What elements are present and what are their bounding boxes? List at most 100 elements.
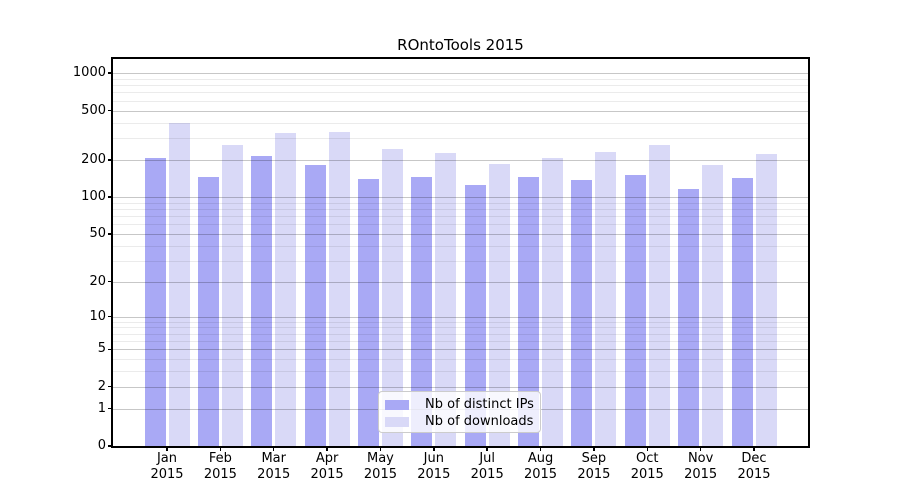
x-tick-label: May 2015 <box>363 451 397 482</box>
grid-minor-line <box>113 85 808 87</box>
x-tick-label: Dec 2015 <box>737 451 771 482</box>
x-tick-label: Jan 2015 <box>150 451 184 482</box>
x-tick-label: Oct 2015 <box>630 451 664 482</box>
chart-title: ROntoTools 2015 <box>397 36 524 54</box>
y-tick <box>108 233 113 235</box>
bar-downloads-feb-2015 <box>221 144 243 446</box>
grid-minor-line <box>113 122 808 124</box>
y-tick <box>108 72 113 74</box>
bar-ips-aug-2015 <box>518 177 540 446</box>
legend-label-ips: Nb of distinct IPs <box>425 397 534 412</box>
bar-ips-jan-2015 <box>144 157 166 446</box>
y-tick <box>108 196 113 198</box>
bar-ips-dec-2015 <box>731 177 753 446</box>
x-tick-label: Feb 2015 <box>203 451 237 482</box>
bar-ips-jul-2015 <box>464 185 486 446</box>
bar-downloads-nov-2015 <box>702 165 724 446</box>
bar-downloads-may-2015 <box>381 148 403 446</box>
x-tick <box>753 446 755 451</box>
grid-minor-line <box>113 78 808 80</box>
x-tick <box>326 446 328 451</box>
y-tick <box>108 159 113 161</box>
grid-minor-line <box>113 224 808 226</box>
y-tick <box>108 385 113 388</box>
grid-minor-line <box>113 245 808 247</box>
x-tick <box>699 446 702 451</box>
legend-swatch-ips <box>385 399 409 410</box>
y-tick <box>108 407 113 410</box>
bar-downloads-sep-2015 <box>595 152 617 446</box>
grid-minor-line <box>113 137 808 139</box>
y-tick-label: 1000 <box>72 65 106 81</box>
y-tick-label: 0 <box>97 438 106 453</box>
grid-major-line <box>113 386 808 388</box>
y-tick <box>108 445 113 447</box>
grid-minor-line <box>113 359 808 361</box>
y-tick-label: 10 <box>89 308 106 324</box>
x-tick-label: Nov 2015 <box>684 451 718 482</box>
y-tick-label: 50 <box>89 225 106 241</box>
x-tick-label: Jun 2015 <box>417 451 451 482</box>
grid-minor-line <box>113 92 808 94</box>
grid-major-line <box>113 73 808 75</box>
y-tick <box>108 280 113 283</box>
y-tick-label: 1 <box>97 400 106 416</box>
legend-row-ips: Nb of distinct IPs <box>385 396 540 413</box>
legend-row-downloads: Nb of downloads <box>385 413 540 430</box>
x-tick <box>646 446 649 451</box>
bar-downloads-dec-2015 <box>755 154 777 446</box>
x-tick <box>539 446 542 451</box>
grid-minor-line <box>113 340 808 342</box>
y-tick-label: 20 <box>89 273 106 289</box>
y-tick-label: 200 <box>81 151 106 167</box>
y-tick-label: 2 <box>97 378 106 394</box>
x-tick-label: Apr 2015 <box>310 451 344 482</box>
grid-major-line <box>113 159 808 161</box>
grid-minor-line <box>113 208 808 210</box>
bar-downloads-jan-2015 <box>168 122 190 446</box>
x-tick-label: Mar 2015 <box>257 451 291 482</box>
grid-major-line <box>113 316 808 318</box>
bar-ips-nov-2015 <box>678 189 700 446</box>
legend-label-downloads: Nb of downloads <box>425 414 534 429</box>
x-tick <box>486 446 488 451</box>
grid-major-line <box>113 196 808 198</box>
x-tick <box>219 446 222 451</box>
grid-major-line <box>113 281 808 283</box>
bar-downloads-jul-2015 <box>488 163 510 446</box>
x-tick-label: Sep 2015 <box>577 451 611 482</box>
grid-minor-line <box>113 327 808 329</box>
bar-ips-sep-2015 <box>571 180 593 446</box>
x-tick-label: Jul 2015 <box>470 451 504 482</box>
bar-ips-jun-2015 <box>411 176 433 446</box>
grid-major-line <box>113 233 808 235</box>
legend-swatch-downloads <box>385 416 409 427</box>
x-tick <box>593 446 595 451</box>
bar-downloads-apr-2015 <box>328 132 350 446</box>
plot-area <box>113 59 808 446</box>
bar-ips-oct-2015 <box>624 175 646 446</box>
grid-major-line <box>113 349 808 351</box>
x-tick <box>272 446 275 451</box>
grid-major-line <box>113 110 808 112</box>
bar-downloads-aug-2015 <box>542 158 564 446</box>
legend: Nb of distinct IPs Nb of downloads <box>378 391 541 433</box>
grid-minor-line <box>113 321 808 323</box>
y-tick <box>108 109 113 112</box>
x-tick <box>166 446 168 451</box>
y-tick <box>108 315 113 318</box>
x-tick <box>433 446 435 451</box>
grid-minor-line <box>113 215 808 217</box>
bar-ips-apr-2015 <box>304 165 326 446</box>
y-tick-label: 500 <box>81 102 106 118</box>
grid-minor-line <box>113 260 808 262</box>
grid-minor-line <box>113 333 808 335</box>
bar-ips-may-2015 <box>357 178 379 446</box>
y-tick-label: 100 <box>81 188 106 204</box>
y-tick-label: 5 <box>97 341 106 357</box>
grid-minor-line <box>113 100 808 102</box>
grid-minor-line <box>113 202 808 204</box>
x-tick <box>379 446 382 451</box>
grid-minor-line <box>113 371 808 373</box>
